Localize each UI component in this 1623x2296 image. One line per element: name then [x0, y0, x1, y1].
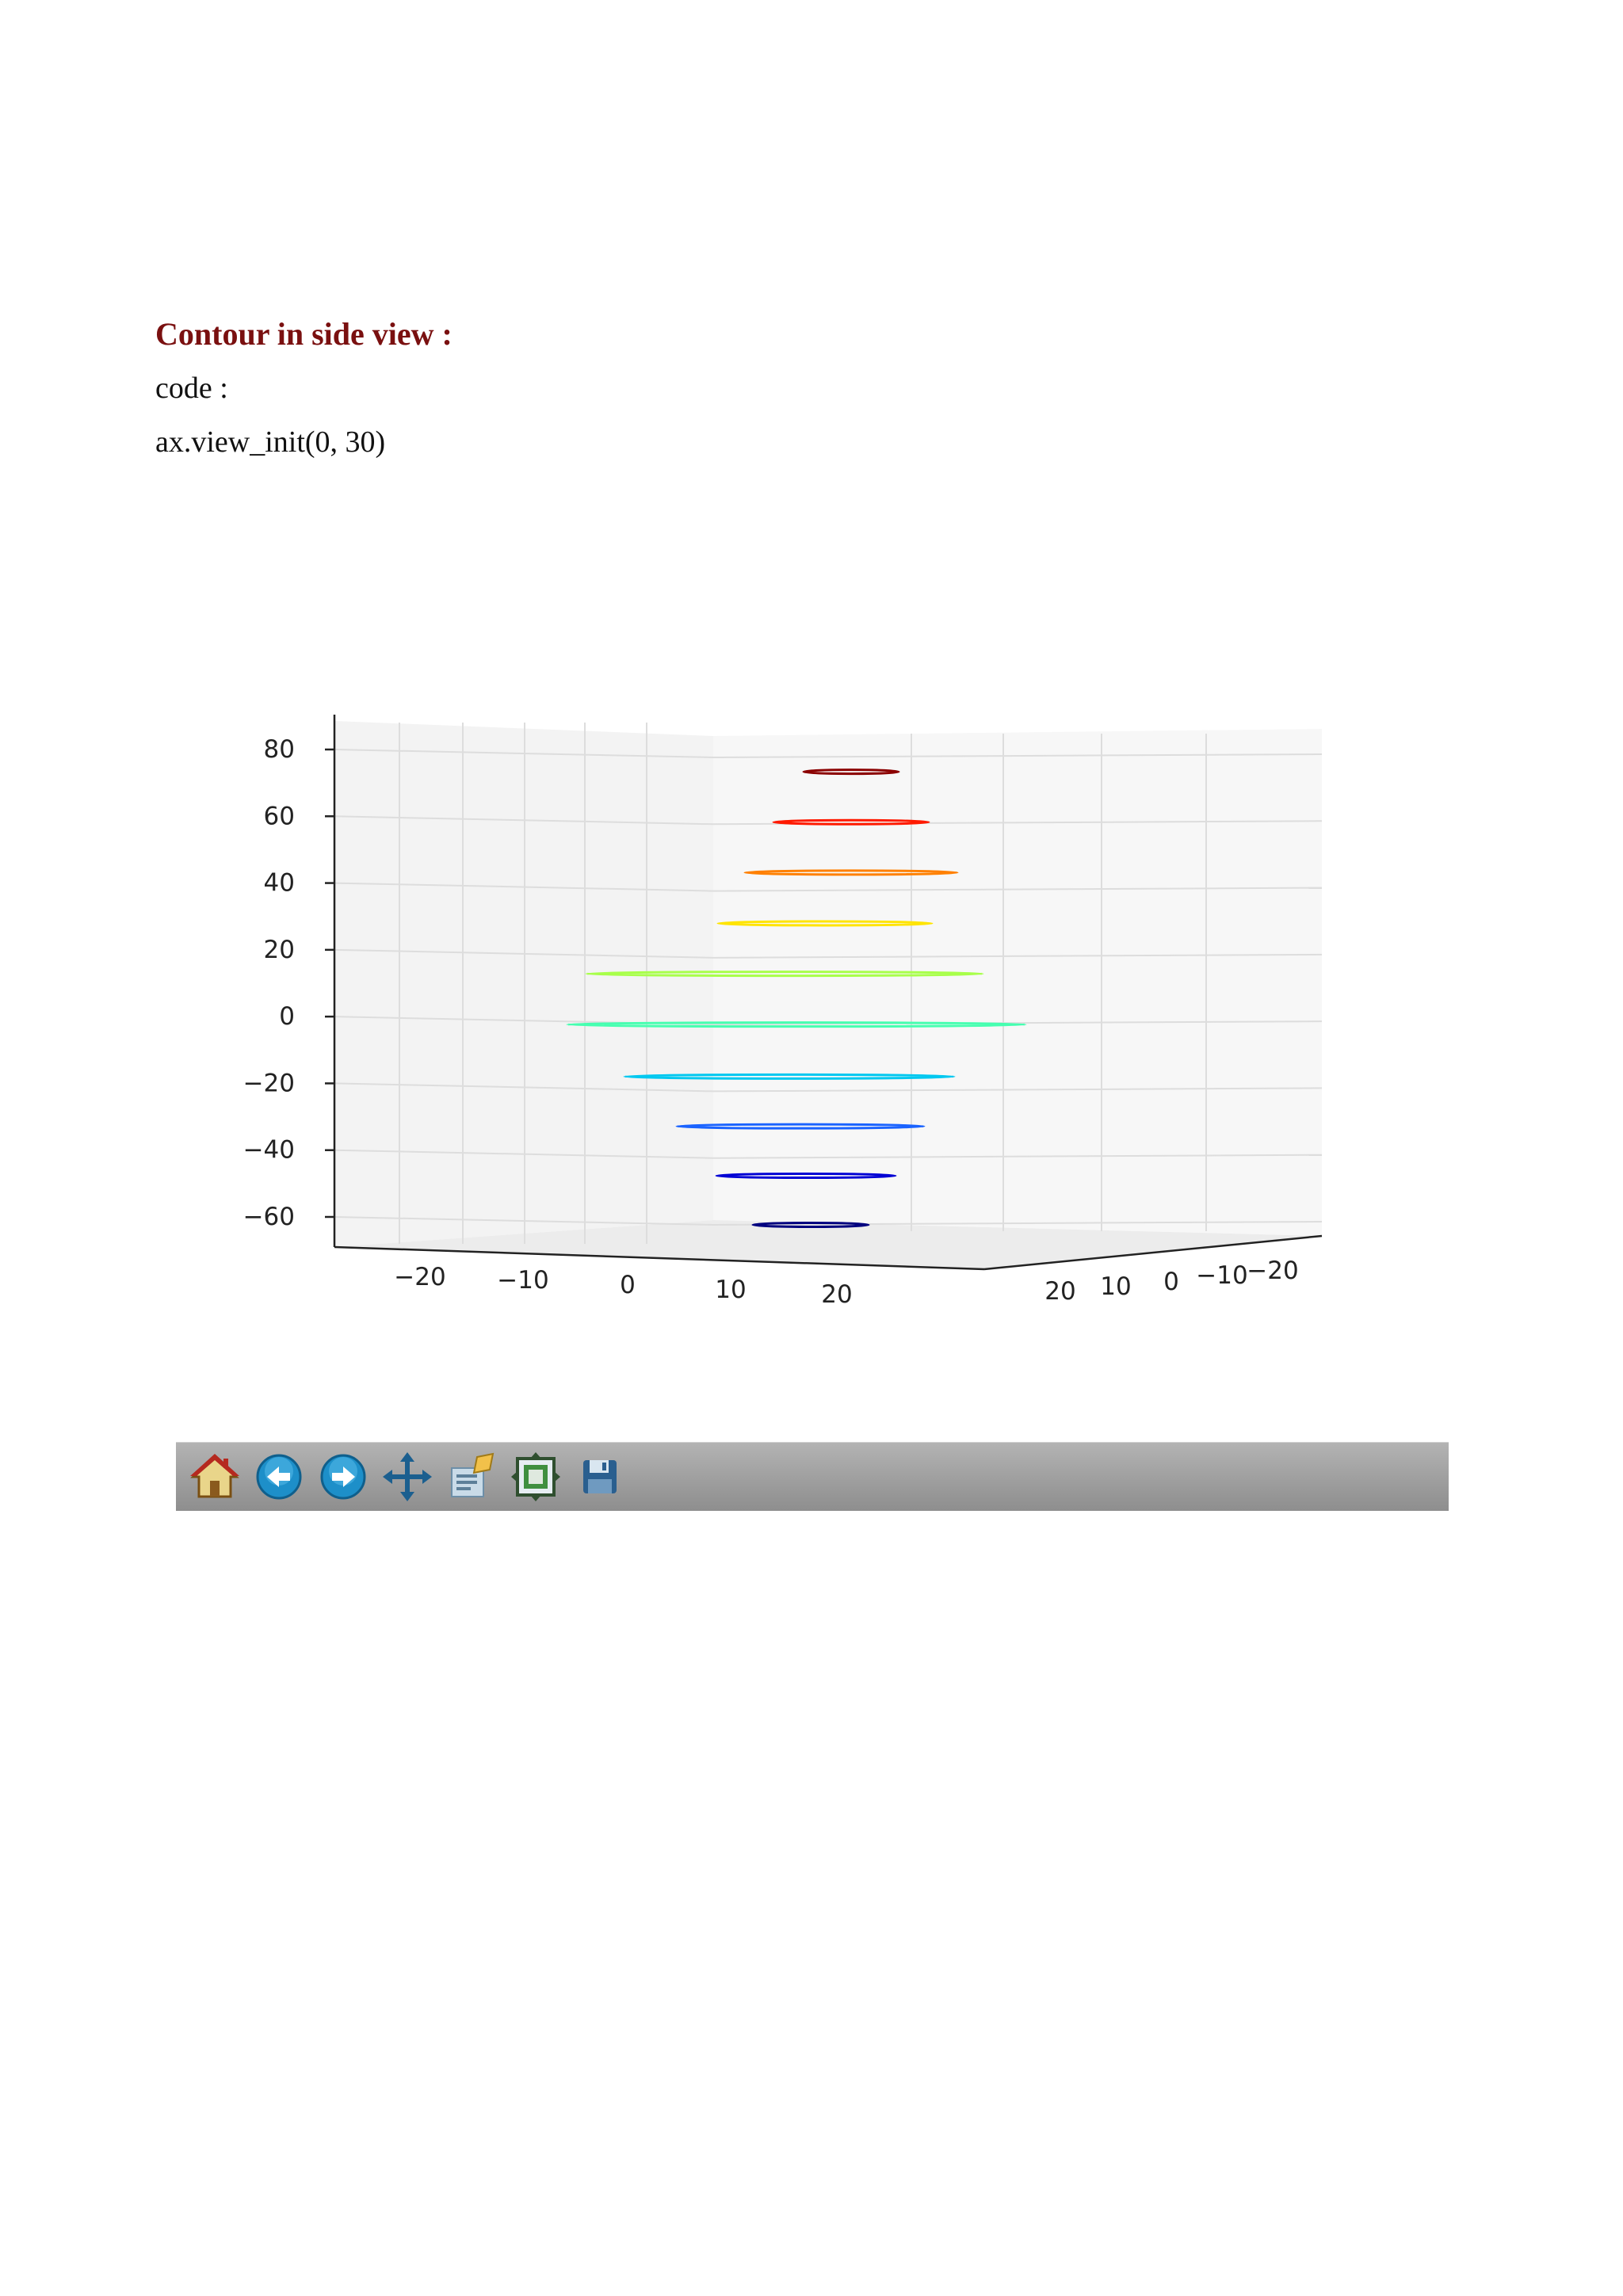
back-button[interactable] — [253, 1451, 305, 1503]
z-tick-label: 40 — [264, 869, 295, 898]
y-tick-label: 20 — [1044, 1277, 1075, 1306]
y-tick-label: 10 — [1100, 1272, 1131, 1301]
x-tick-label: 0 — [620, 1271, 636, 1299]
grid-line-horizontal — [712, 1020, 1323, 1026]
navigation-toolbar — [176, 1442, 1449, 1511]
home-button[interactable] — [189, 1451, 241, 1503]
configure-subplots-button[interactable] — [510, 1451, 562, 1503]
grid-line-horizontal — [712, 953, 1323, 959]
y-tick-label: 0 — [1163, 1268, 1179, 1296]
code-line: ax.view_init(0, 30) — [155, 425, 386, 459]
back-pane-right — [713, 729, 1322, 1236]
grid-lines — [334, 723, 1323, 1244]
floor-pane — [334, 1220, 1322, 1269]
contour-line — [566, 1021, 1027, 1028]
y-tick-label: −10 — [1196, 1261, 1247, 1290]
home-icon — [190, 1454, 239, 1498]
configure-subplots-icon — [511, 1452, 560, 1501]
forward-arrow-icon — [320, 1454, 366, 1500]
z-tick-label: 60 — [264, 802, 295, 830]
axes-lines — [325, 715, 1323, 1271]
y-tick-labels: 20 10 0 −10−20 — [1044, 1257, 1298, 1306]
contour-line — [743, 869, 959, 876]
code-label: code : — [155, 372, 228, 405]
figure-canvas[interactable]: 80 60 40 20 0 −20 −40 −60 −20 −10 0 10 20 20 10 0 −10−… — [176, 507, 1449, 1442]
save-button[interactable] — [574, 1451, 626, 1503]
contour-lines — [566, 769, 1027, 1228]
contour-line — [772, 818, 930, 826]
forward-button[interactable] — [317, 1451, 369, 1503]
grid-line-horizontal — [712, 887, 1323, 892]
contour-line — [802, 769, 900, 776]
grid-line-horizontal — [712, 1221, 1323, 1226]
x-tick-label: 20 — [821, 1280, 852, 1309]
zoom-rect-button[interactable] — [445, 1451, 498, 1503]
contour-line — [675, 1123, 926, 1130]
section-heading: Contour in side view : — [155, 316, 453, 352]
pan-button[interactable] — [381, 1451, 433, 1503]
z-tick-label: −40 — [243, 1136, 295, 1165]
grid-line-horizontal — [712, 1087, 1323, 1093]
z-tick-labels: 80 60 40 20 0 −20 −40 −60 — [243, 735, 295, 1231]
grid-line-horizontal — [712, 1154, 1323, 1159]
z-tick-label: −60 — [243, 1203, 295, 1231]
save-icon — [583, 1460, 617, 1493]
grid-line-horizontal — [712, 753, 1323, 758]
y-axis-line — [983, 1234, 1323, 1271]
contour-line — [623, 1073, 956, 1080]
z-tick-label: 20 — [264, 936, 295, 964]
x-tick-label: 10 — [715, 1276, 746, 1304]
back-arrow-icon — [256, 1454, 302, 1500]
x-tick-label: −10 — [497, 1266, 548, 1295]
x-axis-line — [334, 1245, 985, 1271]
pan-icon — [383, 1452, 432, 1501]
x-tick-label: −20 — [394, 1263, 445, 1291]
z-tick-label: −20 — [243, 1069, 295, 1097]
contour-line — [715, 1173, 897, 1180]
contour-line — [751, 1222, 870, 1228]
y-tick-label: −20 — [1247, 1257, 1298, 1285]
zoom-rect-icon — [451, 1452, 495, 1497]
z-tick-label: 80 — [264, 735, 295, 764]
x-tick-labels: −20 −10 0 10 20 — [394, 1263, 852, 1309]
contour-line — [716, 920, 934, 927]
z-tick-label: 0 — [279, 1002, 295, 1031]
contour-line — [585, 971, 984, 978]
